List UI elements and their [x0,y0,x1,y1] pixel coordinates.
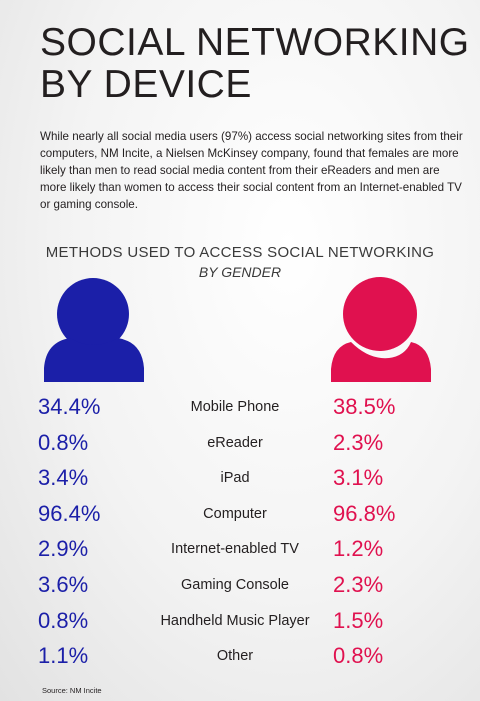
chart-subtitle: BY GENDER [198,264,282,280]
device-label: Internet-enabled TV [171,541,299,558]
female-body [331,342,431,382]
female-value: 1.2% [333,536,384,562]
male-value: 3.4% [38,465,89,491]
male-value: 0.8% [38,607,89,633]
intro-paragraph: While nearly all social media users (97%… [40,130,463,211]
table-row: 3.6% Gaming Console 2.3% [0,570,480,604]
male-person-icon [44,278,144,382]
female-value: 1.5% [333,607,384,633]
table-row: 1.1% Other 0.8% [0,641,480,675]
table-row: 96.4% Computer 96.8% [0,499,480,533]
male-value: 96.4% [38,500,101,526]
title-line-1: SOCIAL NETWORKING [40,21,470,64]
device-label: Handheld Music Player [160,612,310,629]
female-value: 2.3% [333,572,384,597]
female-person-icon [331,277,431,382]
female-value: 2.3% [333,429,384,455]
male-value: 1.1% [38,643,89,669]
device-label: eReader [207,434,263,451]
table-row: 0.8% Handheld Music Player 1.5% [0,606,480,640]
female-value: 96.8% [333,500,396,526]
page-title: SOCIAL NETWORKING BY DEVICE [40,22,470,106]
male-head [57,278,129,350]
chart-title: METHODS USED TO ACCESS SOCIAL NETWORKING [45,244,435,261]
device-label: Other [216,648,254,665]
male-value: 34.4% [38,394,101,419]
female-head [343,277,417,351]
female-value: 0.8% [333,643,384,669]
device-label: Gaming Console [181,577,289,593]
female-value: 38.5% [333,394,396,419]
table-row: 34.4% Mobile Phone 38.5% [0,392,480,426]
female-value: 3.1% [333,465,384,491]
title-line-2: BY DEVICE [40,63,252,106]
table-row: 3.4% iPad 3.1% [0,463,480,497]
device-label: Computer [203,505,267,522]
male-value: 0.8% [38,429,89,455]
male-value: 2.9% [38,536,89,562]
device-label: iPad [220,470,250,487]
device-label: Mobile Phone [190,399,280,415]
male-value: 3.6% [38,572,89,597]
table-row: 2.9% Internet-enabled TV 1.2% [0,534,480,568]
table-row: 0.8% eReader 2.3% [0,428,480,462]
male-body [44,338,144,382]
source-note: Source: NM Incite [42,686,102,695]
